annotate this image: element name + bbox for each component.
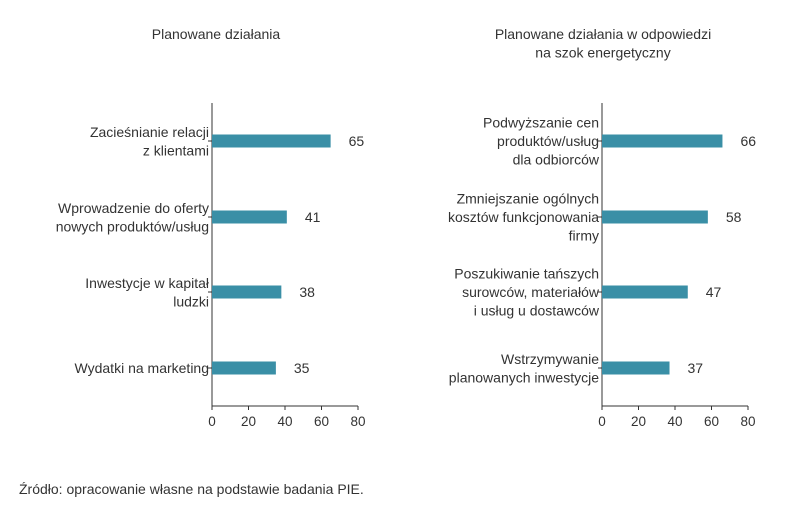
x-tick-label: 20 (631, 414, 646, 429)
bar (212, 361, 276, 375)
bar (602, 134, 723, 148)
data-label: 58 (726, 209, 742, 225)
data-label: 37 (688, 360, 704, 376)
chart-title-2: Planowane działania w odpowiedzi na szok … (495, 26, 711, 61)
x-tick-label: 40 (277, 414, 292, 429)
category-label: Inwestycje w kapitał ludzki (85, 275, 210, 310)
category-label: Poszukiwanie tańszych surowców, materiałó… (454, 266, 600, 319)
data-label: 38 (299, 284, 315, 300)
data-label: 47 (706, 284, 722, 300)
x-tick-label: 60 (314, 414, 329, 429)
data-label: 41 (305, 209, 321, 225)
x-tick-label: 0 (598, 414, 606, 429)
bar (602, 210, 708, 224)
x-tick-label: 80 (740, 414, 755, 429)
bar (602, 285, 688, 299)
category-label: Wstrzymywanie planowanych inwestycje (449, 351, 599, 386)
data-label: 35 (294, 360, 310, 376)
bar (212, 285, 282, 299)
category-label: Wprowadzenie do oferty nowych produktów/u… (56, 200, 209, 235)
category-label: Zmniejszanie ogólnych kosztów funkcjonowa… (448, 191, 599, 244)
category-label: Wydatki na marketing (75, 360, 209, 376)
category-label: Podwyższanie cen produktów/usług dla odbio… (483, 115, 600, 168)
category-label: Zacieśnianie relacji z klientami (90, 124, 209, 159)
x-tick-label: 60 (704, 414, 719, 429)
x-tick-label: 40 (667, 414, 682, 429)
bar (602, 361, 670, 375)
data-label: 65 (349, 133, 365, 149)
data-label: 66 (740, 133, 756, 149)
bar (212, 134, 331, 148)
bar (212, 210, 287, 224)
source-note: Źródło: opracowanie własne na podstawie … (19, 481, 364, 497)
x-tick-label: 80 (350, 414, 365, 429)
x-tick-label: 0 (208, 414, 216, 429)
chart-title-1: Planowane działania (152, 26, 281, 42)
x-tick-label: 20 (241, 414, 256, 429)
